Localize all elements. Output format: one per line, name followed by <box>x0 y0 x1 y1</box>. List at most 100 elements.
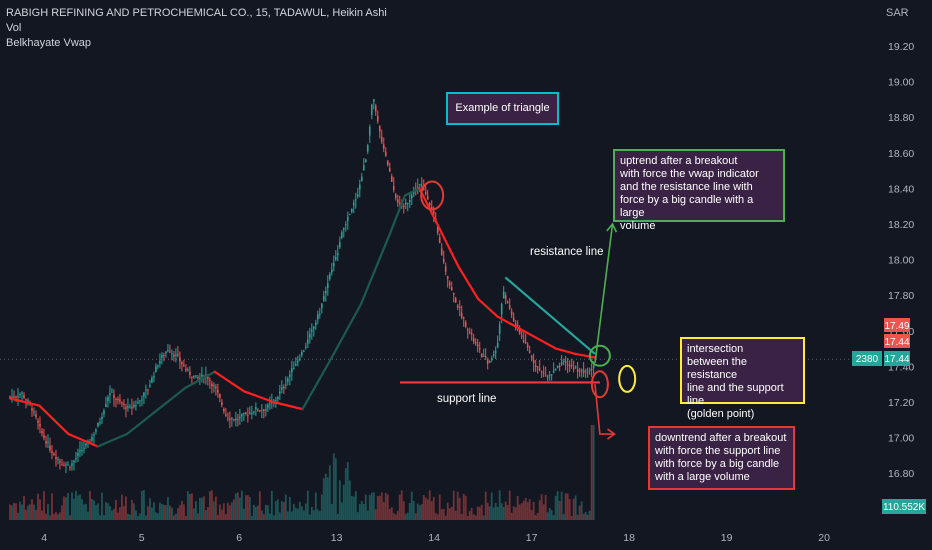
volume-indicator-label[interactable]: Vol <box>6 22 22 34</box>
volume-bar <box>376 495 379 520</box>
volume-bar <box>234 493 237 520</box>
candle-body <box>556 365 559 368</box>
candle-body <box>516 325 519 327</box>
candle-body <box>63 465 65 467</box>
volume-bar <box>232 499 235 520</box>
volume-bar <box>35 509 37 520</box>
volume-bar <box>400 490 403 520</box>
candle-body <box>592 365 595 368</box>
volume-bar <box>79 494 81 520</box>
candle-body <box>65 464 67 466</box>
candle-body <box>562 360 565 362</box>
candle-body <box>279 391 281 394</box>
candle-body <box>482 355 485 357</box>
volume-bar <box>131 500 133 520</box>
candle-body <box>199 377 201 379</box>
volume-bar <box>448 508 451 520</box>
candle-body <box>217 389 219 393</box>
candle-body <box>438 237 441 244</box>
price-axis[interactable]: 19.20 19.00 18.80 18.60 18.40 18.20 18.00 17.80… <box>888 41 914 480</box>
volume-bar <box>470 508 473 520</box>
volume-bar <box>274 501 277 520</box>
candle-body <box>9 396 11 398</box>
vwap-segment <box>403 187 421 197</box>
candle-body <box>390 176 393 182</box>
volume-bar <box>460 514 463 520</box>
candle-body <box>67 464 69 466</box>
downtrend-annotation-box[interactable]: downtrend after a breakout with force th… <box>648 426 795 490</box>
candle-body <box>396 199 399 203</box>
volume-bar <box>384 492 387 520</box>
volume-bar <box>11 505 13 520</box>
volume-bar <box>334 458 337 520</box>
candle-body <box>327 283 329 288</box>
candle-body <box>374 105 377 112</box>
volume-bar <box>482 515 485 520</box>
candle-body <box>31 408 33 411</box>
volume-bar <box>19 501 21 520</box>
volume-bar <box>73 498 75 520</box>
volume-bar <box>81 499 83 520</box>
candle-body <box>143 392 145 397</box>
candle-body <box>155 366 157 372</box>
candle-body <box>141 399 143 401</box>
vwap-indicator-label[interactable]: Belkhayate Vwap <box>6 37 91 49</box>
candle-body <box>211 383 213 387</box>
volume-bar <box>280 501 283 520</box>
vwap-segment <box>476 297 499 318</box>
intersection-annotation-box[interactable]: intersection between the resistance line… <box>680 337 805 420</box>
candle-body <box>484 356 487 358</box>
candle-body <box>163 355 165 357</box>
candle-body <box>428 202 431 206</box>
candle-body <box>372 99 375 102</box>
volume-bar <box>330 503 333 520</box>
candle-body <box>153 376 155 378</box>
candle-body <box>542 372 545 374</box>
candle-body <box>386 160 389 165</box>
y-tick-label: 18.00 <box>888 255 914 267</box>
candle-body <box>261 409 263 411</box>
volume-bar <box>15 503 17 520</box>
vwap-segment <box>301 356 333 411</box>
volume-badge <box>882 499 926 514</box>
x-tick-label: 13 <box>331 532 343 544</box>
candle-body <box>47 442 49 444</box>
candle-body <box>530 356 533 359</box>
uptrend-annotation-box[interactable]: uptrend after a breakout with force the … <box>613 149 785 232</box>
volume-bar <box>496 506 499 520</box>
volume-bar <box>258 491 261 520</box>
candle-body <box>325 290 327 294</box>
x-tick-label: 5 <box>139 532 145 544</box>
volume-bar <box>588 510 591 520</box>
candle-body <box>53 453 55 456</box>
volume-bar <box>196 513 199 520</box>
currency-label: SAR <box>886 7 909 19</box>
title-annotation-box[interactable]: Example of triangle <box>446 92 559 125</box>
symbol-title[interactable]: RABIGH REFINING AND PETROCHEMICAL CO., 1… <box>6 7 387 19</box>
title-annotation-text: Example of triangle <box>455 102 550 114</box>
candle-body <box>528 350 531 353</box>
volume-bar <box>590 425 593 520</box>
candle-body <box>470 332 473 335</box>
candle-body <box>283 386 285 388</box>
candle-body <box>17 396 19 398</box>
time-axis[interactable]: 4 5 6 13 14 17 18 19 20 <box>41 532 830 544</box>
candle-body <box>466 329 469 331</box>
volume-bar <box>188 494 191 520</box>
candle-body <box>81 450 83 452</box>
volume-bar <box>69 515 71 520</box>
volume-bar <box>472 514 475 520</box>
candle-body <box>139 400 141 402</box>
volume-bar <box>264 504 267 520</box>
volume-bar <box>362 503 365 520</box>
bars-count-badge <box>852 351 882 366</box>
volume-bar <box>386 494 389 520</box>
volume-bar <box>372 492 375 520</box>
volume-bar <box>440 509 443 520</box>
candle-body <box>330 269 333 273</box>
candle-body <box>233 419 235 421</box>
candle-body <box>77 453 79 456</box>
candle-body <box>137 402 139 404</box>
candle-body <box>85 443 87 446</box>
